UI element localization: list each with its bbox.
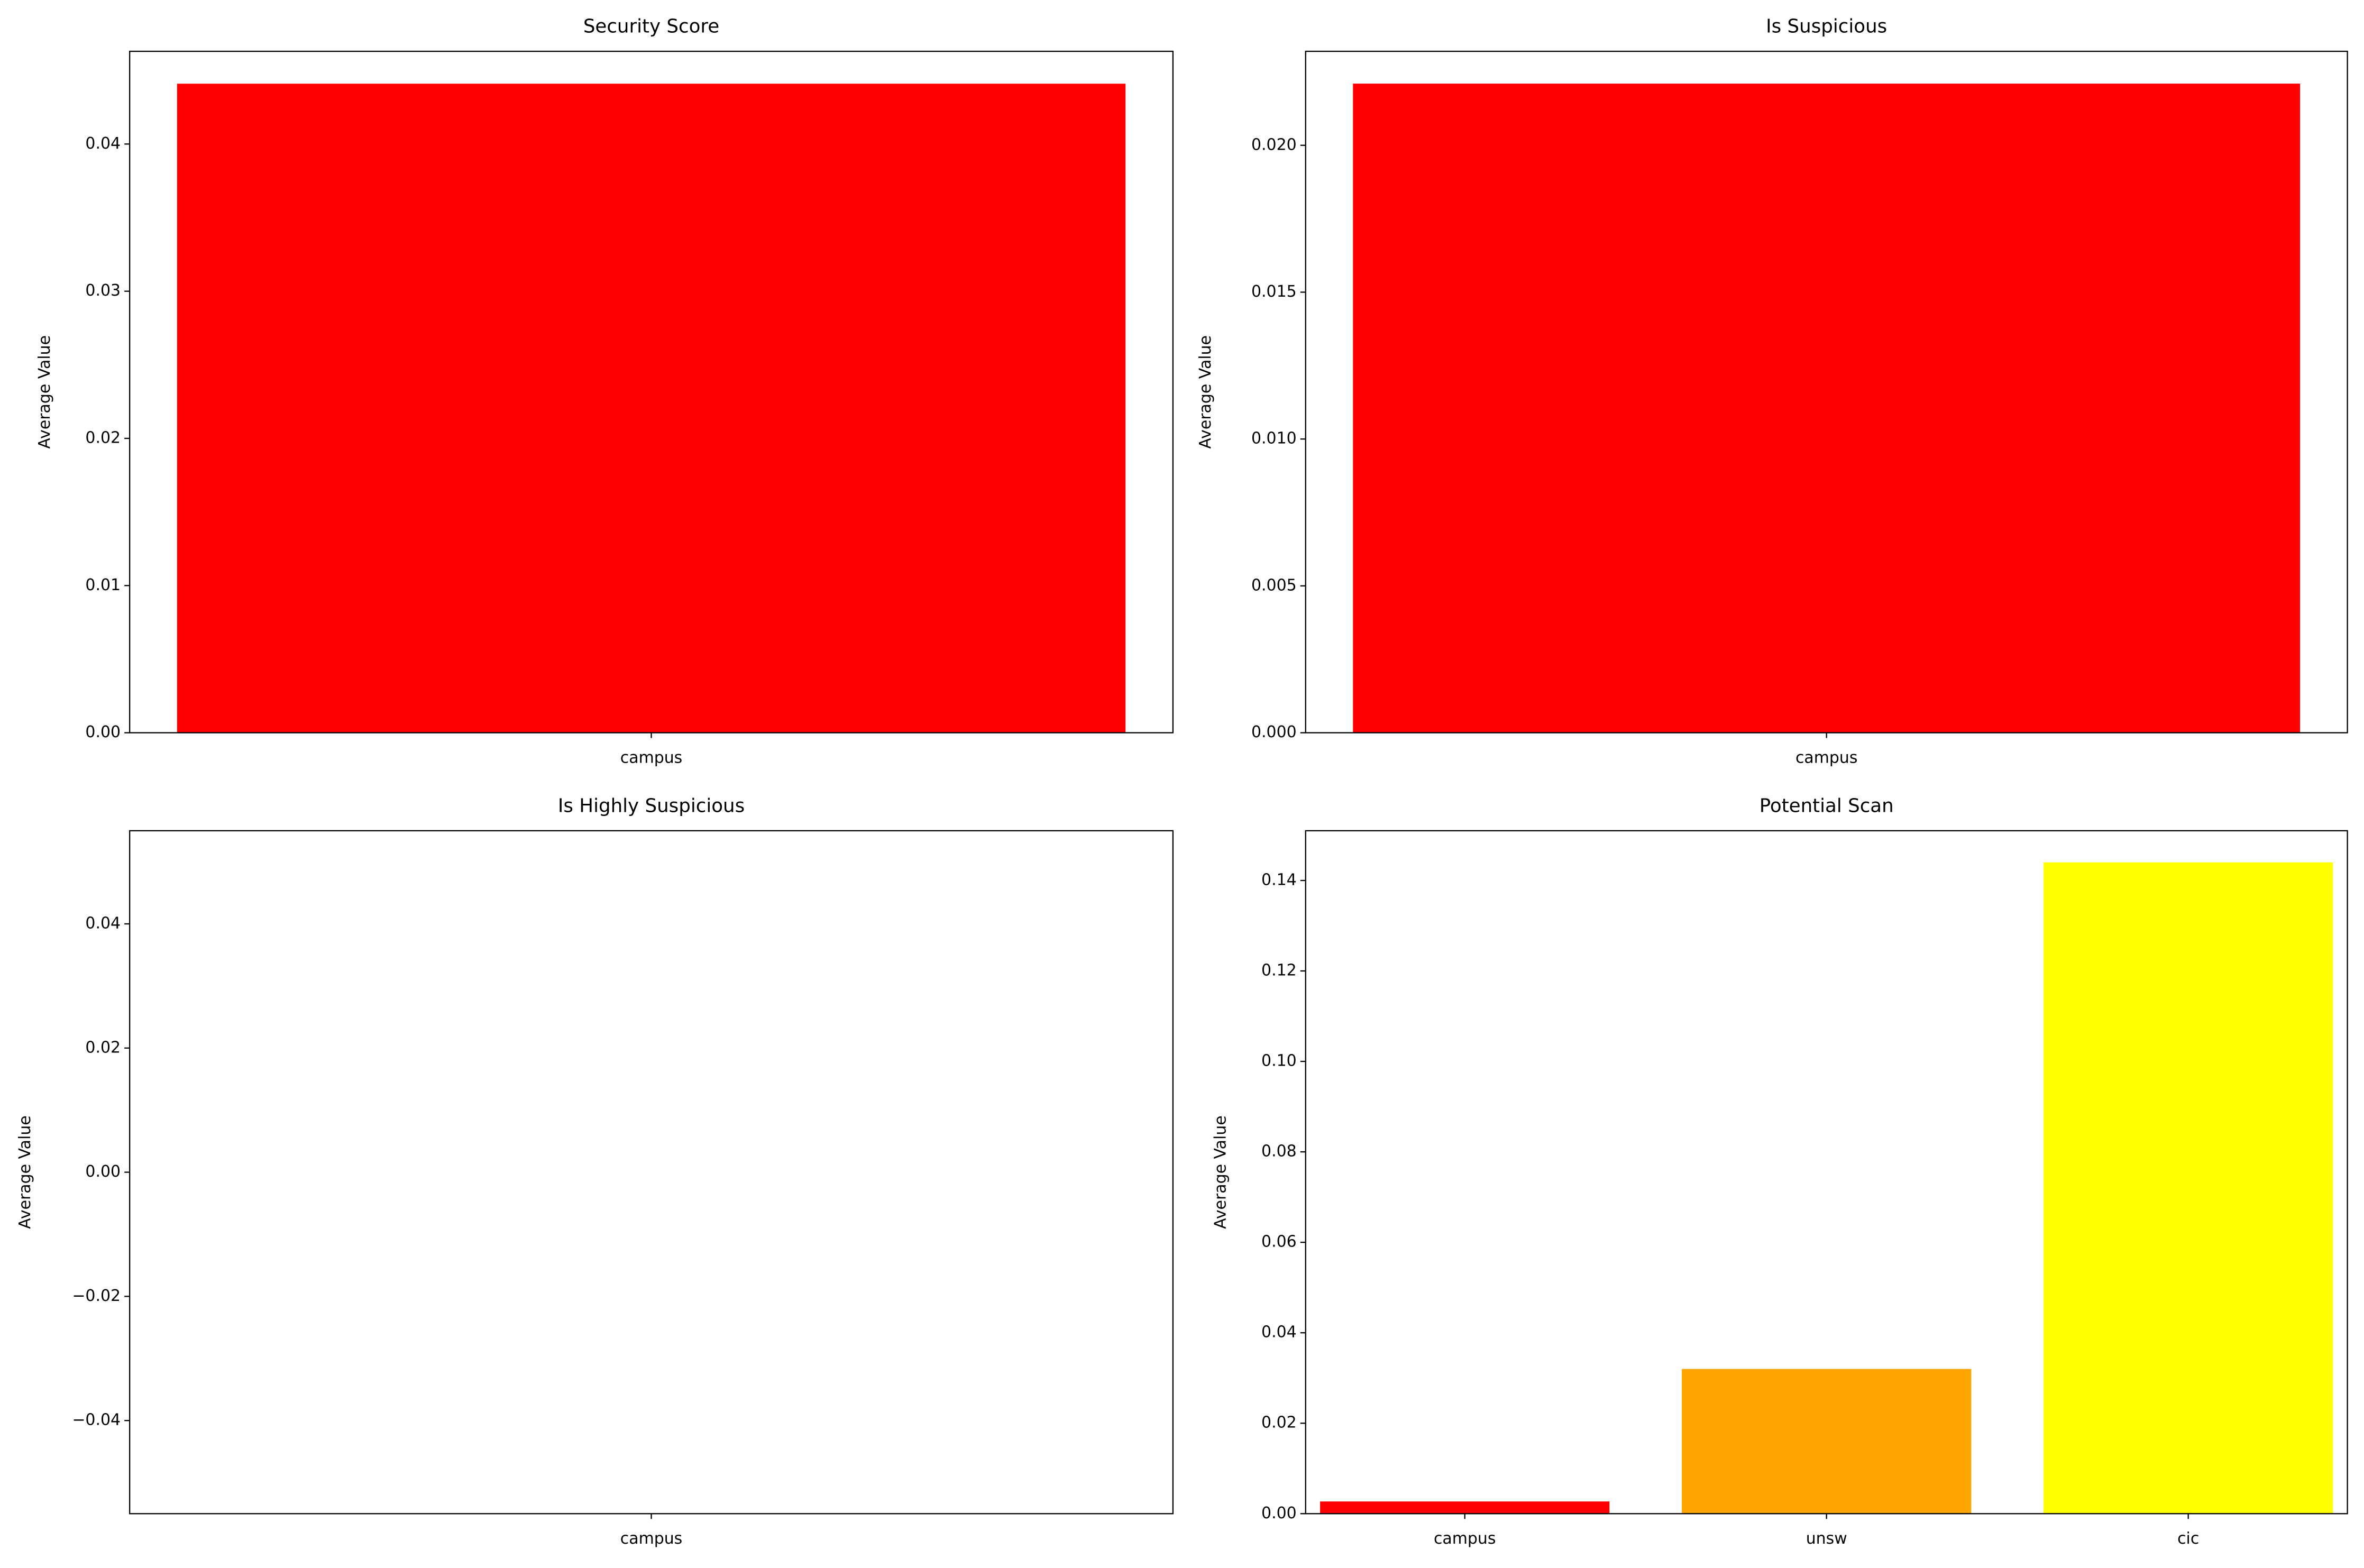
y-axis-label: Average Value xyxy=(1196,335,1215,449)
bar xyxy=(1682,1369,1972,1514)
y-axis-label: Average Value xyxy=(16,1115,34,1229)
x-tick-label: unsw xyxy=(1806,1529,1847,1548)
y-tick-label: 0.00 xyxy=(1261,1504,1297,1523)
x-tick-label: campus xyxy=(620,749,682,767)
x-tick-label: campus xyxy=(1795,749,1857,767)
y-axis-label: Average Value xyxy=(1212,1115,1230,1229)
y-tick-label: 0.03 xyxy=(85,281,121,300)
y-tick-label: 0.02 xyxy=(85,428,121,447)
y-tick-label: 0.04 xyxy=(85,914,121,932)
y-tick-label: −0.04 xyxy=(72,1411,121,1429)
x-tick-label: campus xyxy=(1434,1529,1496,1548)
y-tick-label: 0.08 xyxy=(1261,1142,1297,1161)
chart-title: Is Highly Suspicious xyxy=(558,795,745,817)
y-tick-label: 0.02 xyxy=(85,1038,121,1057)
y-axis-label: Average Value xyxy=(35,335,54,449)
y-tick-label: 0.015 xyxy=(1251,282,1297,301)
bar xyxy=(1353,84,2301,733)
y-tick-label: 0.00 xyxy=(85,723,121,741)
y-tick-label: 0.06 xyxy=(1261,1233,1297,1251)
axes-frame xyxy=(1305,830,2348,1515)
y-tick-label: 0.000 xyxy=(1251,723,1297,741)
x-tick-label: campus xyxy=(620,1529,682,1548)
bar xyxy=(2044,862,2333,1514)
y-tick-label: 0.01 xyxy=(85,576,121,594)
bar xyxy=(1320,1501,1610,1514)
x-tick-label: cic xyxy=(2177,1529,2199,1548)
bar xyxy=(177,84,1126,733)
chart-title: Security Score xyxy=(583,15,719,37)
y-tick-label: 0.10 xyxy=(1261,1052,1297,1070)
chart-title: Potential Scan xyxy=(1760,795,1894,817)
y-tick-label: 0.04 xyxy=(1261,1323,1297,1342)
axes-frame xyxy=(129,830,1174,1515)
y-tick-label: 0.12 xyxy=(1261,961,1297,979)
y-tick-label: 0.04 xyxy=(85,134,121,153)
y-tick-label: 0.02 xyxy=(1261,1414,1297,1432)
y-tick-label: 0.005 xyxy=(1251,576,1297,594)
y-tick-label: 0.020 xyxy=(1251,135,1297,154)
y-tick-label: 0.14 xyxy=(1261,870,1297,889)
chart-title: Is Suspicious xyxy=(1766,15,1887,37)
axes-frame xyxy=(1305,50,2348,733)
y-tick-label: 0.00 xyxy=(85,1162,121,1181)
axes-frame xyxy=(129,50,1174,733)
y-tick-label: −0.02 xyxy=(72,1287,121,1305)
y-tick-label: 0.010 xyxy=(1251,429,1297,448)
